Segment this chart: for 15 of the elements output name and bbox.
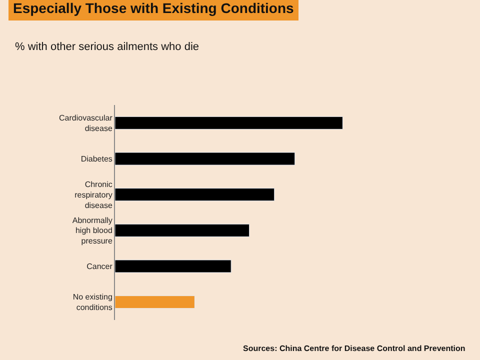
bar: [115, 188, 275, 202]
bar: [115, 224, 250, 237]
y-tick-label: Diabetes: [80, 154, 112, 164]
bar: [115, 260, 232, 273]
y-tick-label: Cancer: [86, 262, 113, 272]
bar: [115, 296, 195, 309]
y-tick-label: Abnormally high blood pressure: [72, 216, 113, 246]
y-tick-label: Cardiovascular disease: [59, 114, 113, 133]
source-note: Sources: China Centre for Disease Control and Prevention: [243, 344, 466, 353]
bar: [115, 116, 343, 130]
chart-subtitle: % with other serious ailments who die: [15, 41, 200, 53]
bar: [115, 152, 296, 166]
y-tick-label: No existing conditions: [72, 292, 112, 312]
chart-title: Especially Those with Existing Conditions: [13, 0, 294, 16]
y-tick-label: Chronic respiratory disease: [74, 180, 113, 210]
